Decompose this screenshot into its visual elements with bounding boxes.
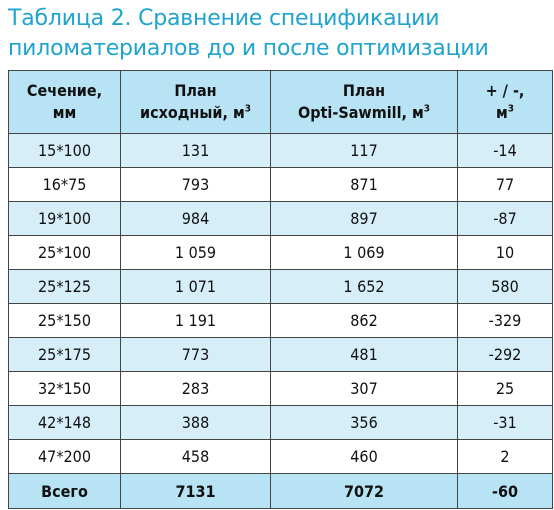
table-row: 47*200 458 460 2 (8, 439, 553, 474)
header-difference-text: м (495, 103, 508, 122)
cell-initial: 793 (120, 167, 271, 202)
table-title: Таблица 2. Сравнение спецификации пилома… (8, 4, 552, 64)
cell-initial: 1 071 (120, 269, 271, 304)
cell-section: 47*200 (8, 439, 121, 474)
cell-optimized: 460 (270, 439, 458, 474)
table-row: 25*175 773 481 -292 (8, 337, 553, 372)
cell-optimized: 481 (270, 337, 458, 372)
table-row: 16*75 793 871 77 (8, 167, 553, 202)
table-row: 32*150 283 307 25 (8, 371, 553, 406)
cell-difference: -329 (457, 303, 553, 338)
cell-initial: 1 191 (120, 303, 271, 338)
header-row: Сечение, мм План исходный, м3 План Opti-… (8, 70, 553, 134)
cell-optimized: 307 (270, 371, 458, 406)
header-optimized-plan-line-1: План (342, 81, 386, 100)
specification-table: Сечение, мм План исходный, м3 План Opti-… (8, 70, 553, 509)
cell-section: 42*148 (8, 405, 121, 440)
header-difference-unit-power: 3 (507, 103, 515, 115)
cell-optimized: 871 (270, 167, 458, 202)
cell-initial: 283 (120, 371, 271, 406)
header-initial-plan-line-2: исходный, м3 (121, 102, 270, 124)
cell-initial: 984 (120, 201, 271, 236)
table-row: 19*100 984 897 -87 (8, 201, 553, 236)
cell-section: 25*150 (8, 303, 121, 338)
table-row: 25*100 1 059 1 069 10 (8, 235, 553, 270)
header-section-line-2: мм (52, 103, 77, 122)
cell-optimized: 897 (270, 201, 458, 236)
cell-section: 32*150 (8, 371, 121, 406)
table-title-line-1: Таблица 2. Сравнение спецификации (8, 6, 440, 31)
header-section-line-1: Сечение, (26, 81, 103, 100)
header-initial-plan-unit-power: 3 (244, 103, 251, 115)
cell-initial: 131 (120, 133, 271, 168)
cell-section: 19*100 (8, 201, 121, 236)
cell-difference: 77 (457, 167, 553, 202)
cell-optimized: 1 069 (270, 235, 458, 270)
header-initial-plan-text: исходный, м (140, 103, 245, 122)
cell-optimized: 356 (270, 405, 458, 440)
header-difference: + / -, м3 (457, 70, 553, 134)
cell-initial: 773 (120, 337, 271, 372)
cell-optimized: 862 (270, 303, 458, 338)
header-optimized-plan: План Opti-Sawmill, м3 (270, 70, 458, 134)
cell-initial: 458 (120, 439, 271, 474)
total-row: Всего 7131 7072 -60 (8, 473, 553, 509)
cell-initial: 388 (120, 405, 271, 440)
table-row: 15*100 131 117 -14 (8, 133, 553, 168)
header-initial-plan-line-1: План (174, 81, 217, 100)
total-initial: 7131 (120, 473, 271, 509)
header-optimized-plan-line-2: Opti-Sawmill, м3 (271, 102, 457, 124)
cell-optimized: 117 (270, 133, 458, 168)
cell-section: 25*100 (8, 235, 121, 270)
table-footer: Всего 7131 7072 -60 (8, 473, 553, 509)
header-initial-plan: План исходный, м3 (120, 70, 271, 134)
header-difference-line-2: м3 (458, 102, 552, 124)
cell-difference: -292 (457, 337, 553, 372)
total-optimized: 7072 (270, 473, 458, 509)
table-header: Сечение, мм План исходный, м3 План Opti-… (8, 70, 553, 134)
cell-difference: -31 (457, 405, 553, 440)
header-difference-line-1: + / -, (485, 81, 525, 100)
cell-optimized: 1 652 (270, 269, 458, 304)
cell-difference: 2 (457, 439, 553, 474)
cell-difference: -87 (457, 201, 553, 236)
table-title-line-2: пиломатериалов до и после оптимизации (8, 36, 489, 61)
cell-section: 16*75 (8, 167, 121, 202)
table-row: 25*150 1 191 862 -329 (8, 303, 553, 338)
total-label: Всего (8, 473, 121, 509)
cell-section: 15*100 (8, 133, 121, 168)
cell-difference: -14 (457, 133, 553, 168)
header-optimized-plan-text: Opti-Sawmill, м (298, 103, 424, 122)
cell-difference: 580 (457, 269, 553, 304)
header-optimized-plan-unit-power: 3 (423, 103, 430, 115)
cell-section: 25*175 (8, 337, 121, 372)
total-difference: -60 (457, 473, 553, 509)
cell-difference: 10 (457, 235, 553, 270)
cell-difference: 25 (457, 371, 553, 406)
cell-section: 25*125 (8, 269, 121, 304)
table-body: 15*100 131 117 -14 16*75 793 871 77 19*1… (8, 133, 553, 474)
header-section: Сечение, мм (8, 70, 121, 134)
table-row: 42*148 388 356 -31 (8, 405, 553, 440)
table-row: 25*125 1 071 1 652 580 (8, 269, 553, 304)
cell-initial: 1 059 (120, 235, 271, 270)
